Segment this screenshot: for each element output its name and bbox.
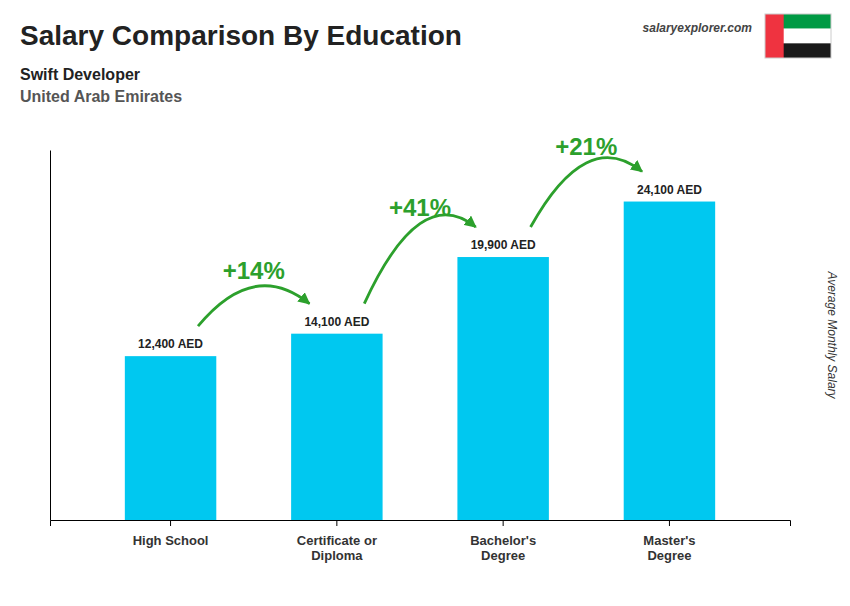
x-tick: Certificate orDiploma (297, 520, 377, 563)
bar (624, 202, 715, 520)
change-arrow (198, 286, 309, 326)
x-tick-mark (170, 520, 171, 526)
change-label: +21% (555, 133, 617, 160)
x-tick: Bachelor'sDegree (470, 520, 536, 563)
x-tick: High School (133, 520, 209, 548)
x-tick-mark (336, 520, 337, 526)
subtitle: United Arab Emirates (20, 88, 182, 105)
data-labels: 12,400 AED 14,100 AED 19,900 AED 24,100 AED (138, 183, 702, 352)
subtitle: Swift Developer (20, 66, 140, 83)
annotations: +14% +41% +21% (198, 133, 642, 326)
data-label: 19,900 AED (471, 238, 536, 252)
data-label: 12,400 AED (138, 337, 203, 351)
x-tick: Master'sDegree (643, 520, 695, 563)
flag-stripe (765, 14, 784, 58)
plot: High School Certificate orDiploma Bachelor… (51, 133, 791, 562)
change-label: +41% (389, 194, 451, 221)
x-tick-mark (669, 520, 670, 526)
title: Salary Comparison By Education (20, 20, 462, 51)
x-tick-label: Bachelor'sDegree (470, 533, 536, 563)
y-axis-line (50, 151, 51, 521)
bars (125, 202, 715, 520)
chart: Salary Comparison By Education Swift Deve… (0, 0, 850, 606)
y-axis (50, 151, 51, 521)
change-arrow (531, 158, 642, 227)
change-arrow (364, 215, 475, 304)
data-label: 14,100 AED (304, 315, 369, 329)
bar (457, 257, 548, 520)
bar (291, 334, 382, 520)
x-tick-mark (503, 520, 504, 526)
y-axis-title: Average Monthly Salary (825, 270, 839, 399)
source: salaryexplorer.com (643, 21, 753, 35)
x-tick-label: Certificate orDiploma (297, 533, 377, 563)
bar (125, 356, 216, 520)
x-axis-line (51, 521, 791, 527)
change-label: +14% (223, 257, 285, 284)
x-tick-label: Master'sDegree (643, 533, 695, 563)
x-axis: High School Certificate orDiploma Bachelor… (51, 520, 791, 563)
data-label: 24,100 AED (637, 183, 702, 197)
flag (765, 14, 831, 58)
flag-border (765, 14, 831, 58)
x-tick-label: High School (133, 533, 209, 548)
